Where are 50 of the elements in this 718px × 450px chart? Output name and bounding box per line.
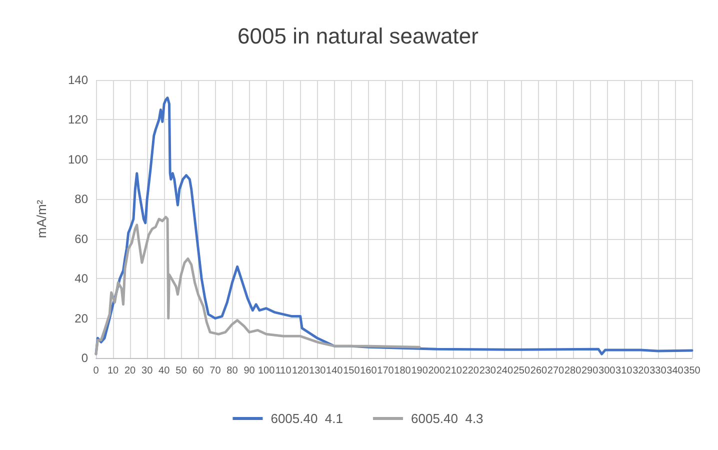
x-tick-label: 210 xyxy=(445,366,462,376)
x-tick-label: 10 xyxy=(107,366,120,376)
x-tick-label: 260 xyxy=(530,366,548,376)
line-series xyxy=(94,216,421,356)
x-tick-label: 100 xyxy=(258,366,276,376)
chart-title: 6005 in natural seawater xyxy=(238,24,478,48)
x-tick-label: 350 xyxy=(684,366,701,376)
x-tick-label: 120 xyxy=(292,366,310,376)
x-tick-label: 150 xyxy=(343,366,360,376)
x-tick-label: 200 xyxy=(428,366,446,376)
x-tick-label: 270 xyxy=(547,366,565,376)
x-tick-label: 90 xyxy=(244,366,256,376)
y-tick-label: 40 xyxy=(74,272,88,286)
y-tick-label: 80 xyxy=(74,192,88,206)
x-tick-label: 290 xyxy=(581,366,599,376)
x-tick-label: 250 xyxy=(513,366,530,376)
line-series xyxy=(94,96,694,356)
y-tick-label: 140 xyxy=(68,73,88,87)
x-tick-label: 240 xyxy=(496,366,514,376)
x-tick-label: 320 xyxy=(632,366,650,376)
x-tick-label: 190 xyxy=(411,366,428,376)
x-tick-label: 20 xyxy=(124,366,136,376)
legend-label: 6005.40 4.1 xyxy=(270,411,344,426)
legend-label: 6005.40 4.3 xyxy=(411,411,484,426)
y-axis-title: mA/m² xyxy=(34,199,49,238)
x-tick-label: 170 xyxy=(377,366,394,376)
x-tick-label: 220 xyxy=(462,366,480,376)
x-tick-label: 300 xyxy=(598,366,616,376)
x-tick-label: 130 xyxy=(309,366,326,376)
x-tick-label: 0 xyxy=(93,366,100,376)
x-tick-label: 180 xyxy=(394,366,412,376)
x-tick-label: 50 xyxy=(176,366,188,376)
x-tick-label: 140 xyxy=(326,366,344,376)
y-tick-label: 120 xyxy=(68,112,88,127)
x-tick-label: 160 xyxy=(360,366,378,376)
x-tick-label: 70 xyxy=(210,366,222,376)
x-tick-label: 230 xyxy=(479,366,496,376)
y-tick-label: 0 xyxy=(81,351,88,365)
x-tick-label: 60 xyxy=(192,366,204,376)
x-tick-label: 280 xyxy=(564,366,582,376)
x-tick-label: 30 xyxy=(142,366,154,376)
x-tick-label: 330 xyxy=(650,366,667,376)
y-tick-label: 100 xyxy=(68,152,88,166)
x-tick-label: 340 xyxy=(666,366,684,376)
x-tick-label: 310 xyxy=(616,366,633,376)
x-tick-label: 110 xyxy=(275,366,292,376)
x-tick-label: 40 xyxy=(158,366,170,376)
x-tick-label: 80 xyxy=(226,366,238,376)
y-tick-label: 60 xyxy=(74,232,88,246)
y-tick-label: 20 xyxy=(74,311,88,326)
